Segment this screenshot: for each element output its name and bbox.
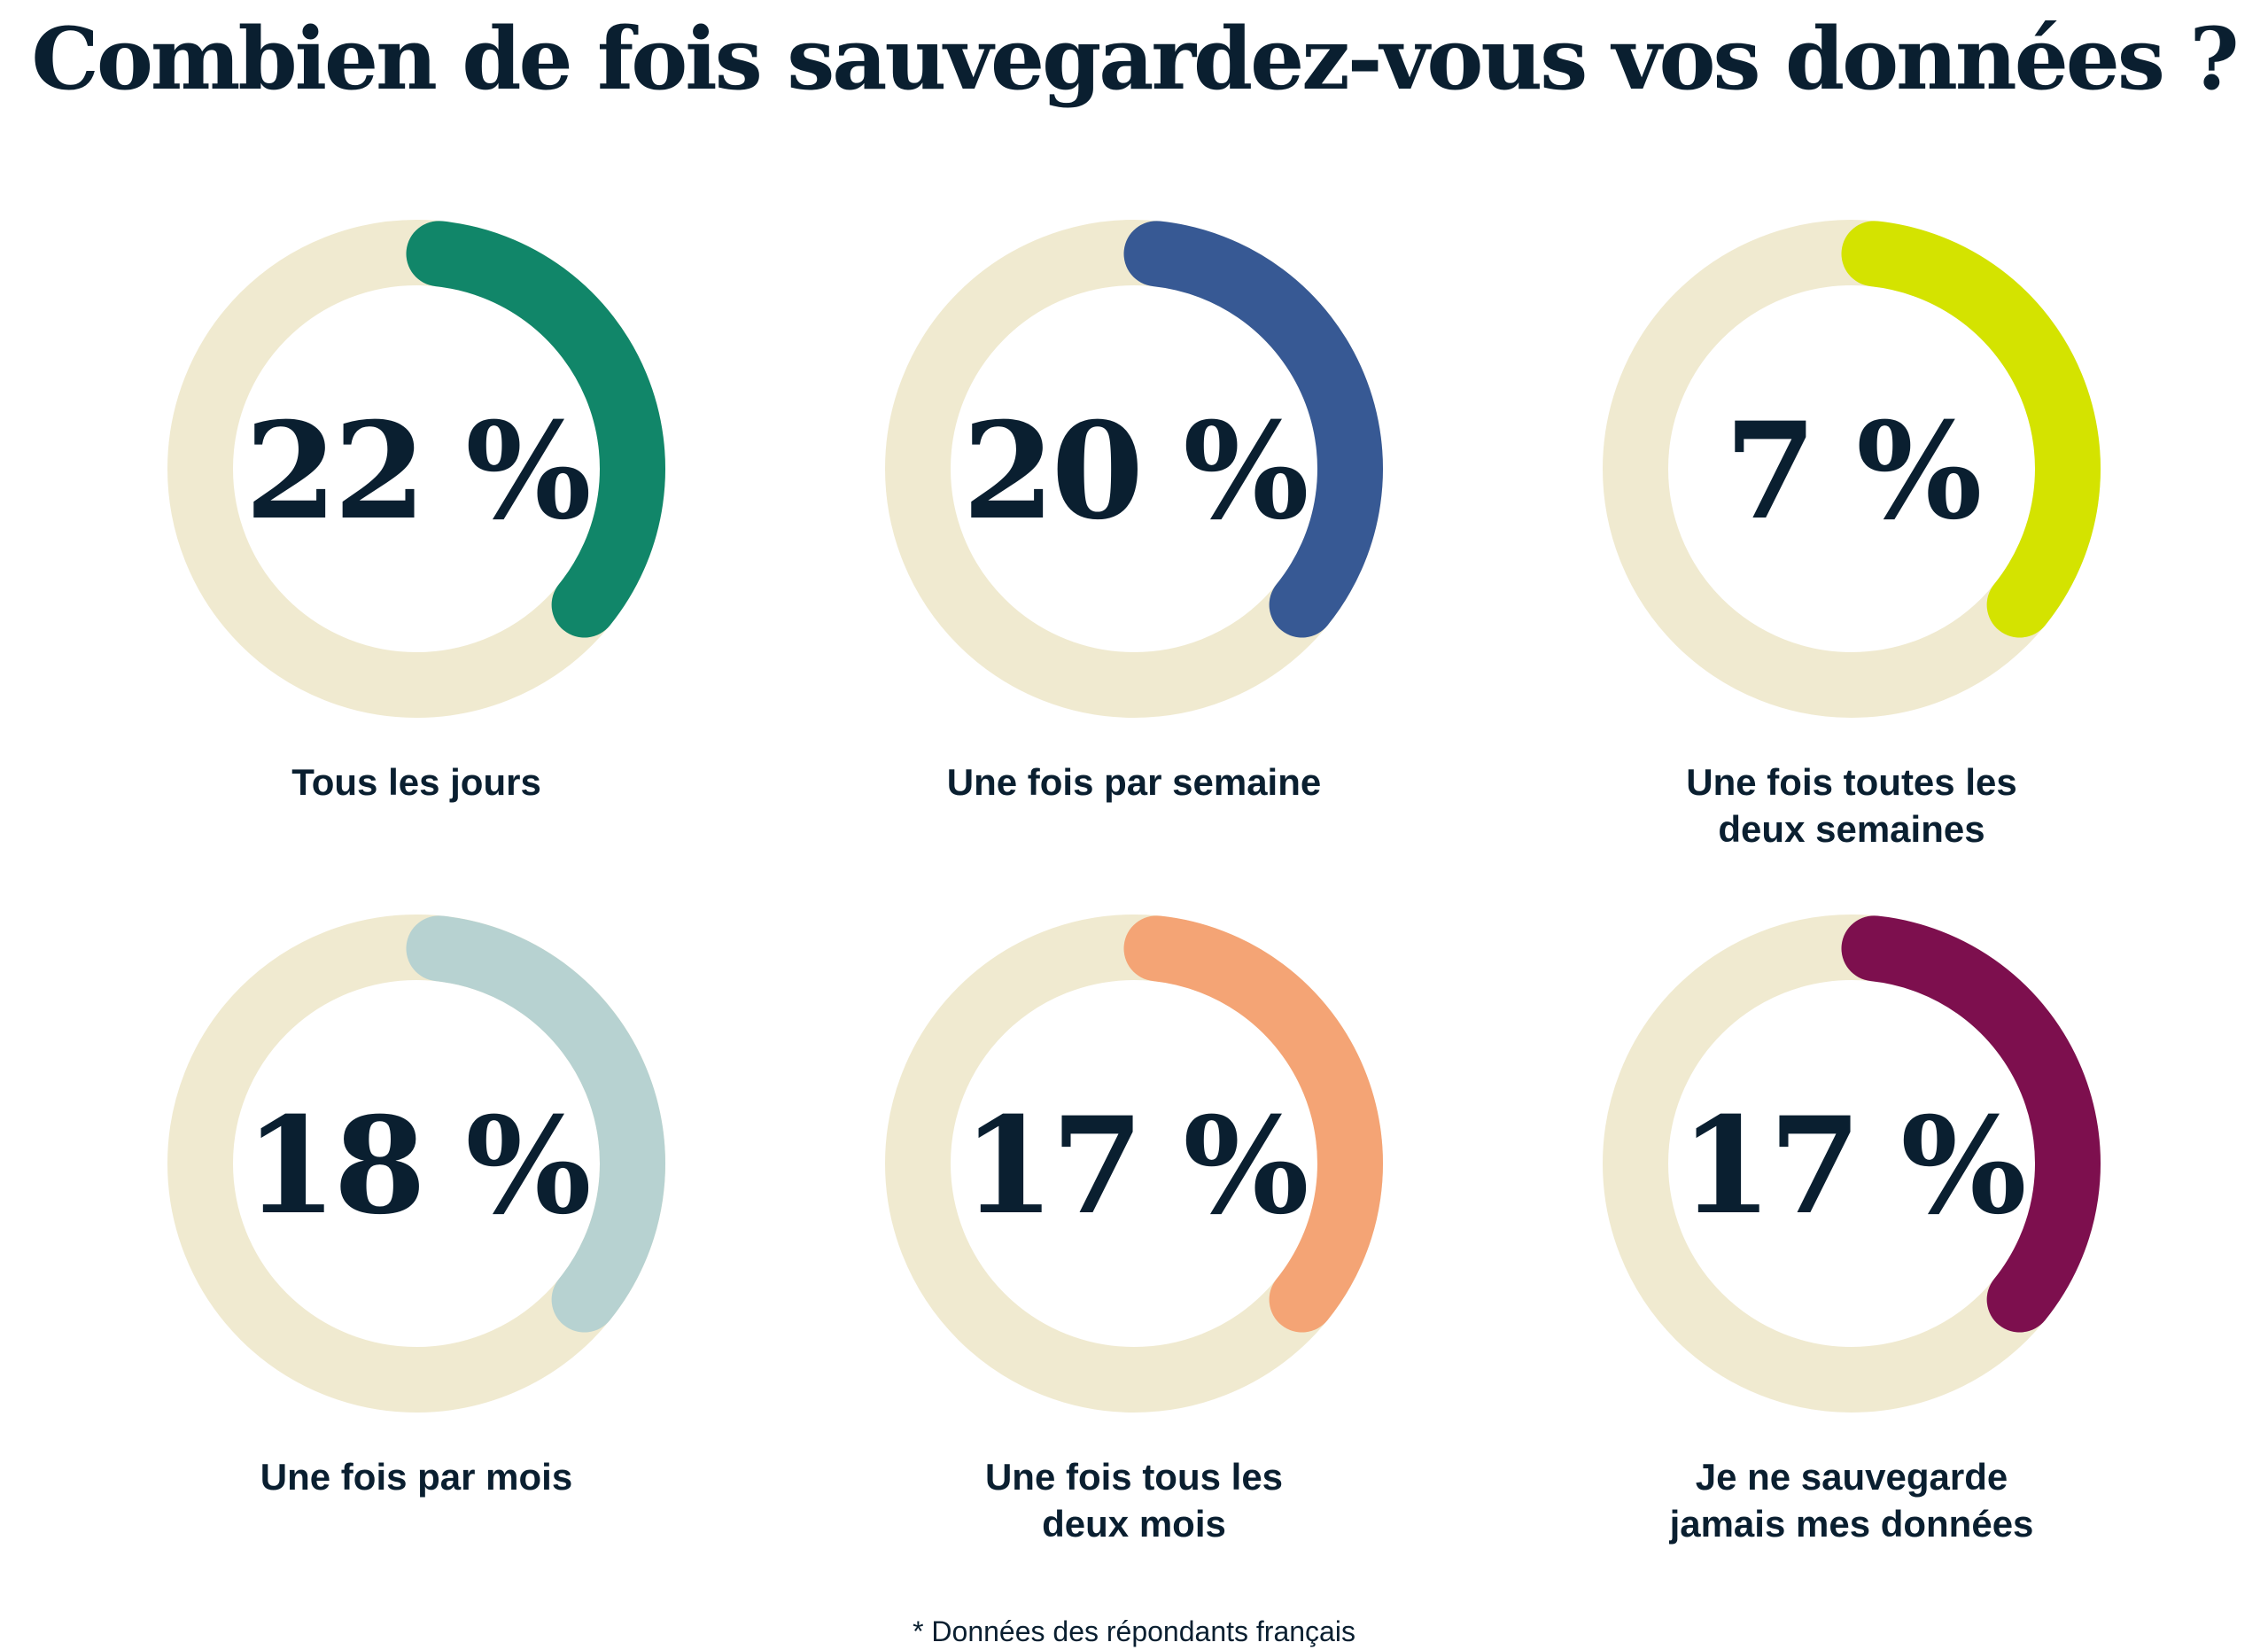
value-label: 22 % (245, 393, 588, 549)
category-label: jamais mes données (1669, 1503, 2034, 1545)
donut-2: 20 % Une fois par semaine (885, 220, 1383, 803)
category-label: Une fois par mois (260, 1456, 572, 1498)
category-label: Une fois par semaine (947, 761, 1321, 803)
value-label: 7 % (1724, 393, 1979, 549)
donut-arc (1841, 221, 2101, 638)
donut-5: 17 % Une fois tous les deux mois (885, 915, 1383, 1545)
category-label: deux mois (1042, 1503, 1226, 1545)
value-label: 17 % (962, 1088, 1306, 1244)
donut-arc (406, 915, 665, 1333)
category-label: Tous les jours (291, 761, 541, 803)
value-label: 18 % (245, 1088, 588, 1244)
donut-arc (406, 221, 665, 638)
footnote: * Données des répondants français (913, 1615, 1355, 1647)
value-label: 17 % (1680, 1088, 2023, 1244)
value-label: 20 % (962, 393, 1306, 549)
donut-arc (1841, 915, 2101, 1333)
donut-1: 22 % Tous les jours (167, 220, 665, 803)
category-label: deux semaines (1718, 808, 1984, 850)
donut-3: 7 % Une fois toutes les deux semaines (1603, 220, 2101, 850)
donut-arc (1123, 915, 1383, 1333)
donut-6: 17 % Je ne sauvegarde jamais mes données (1603, 915, 2101, 1545)
donut-4: 18 % Une fois par mois (167, 915, 665, 1498)
category-label: Je ne sauvegarde (1696, 1456, 2008, 1498)
chart-title: Combien de fois sauvegardez-vous vos don… (31, 9, 2236, 109)
category-label: Une fois toutes les (1686, 761, 2016, 803)
category-label: Une fois tous les (985, 1456, 1283, 1498)
donut-arc (1123, 221, 1383, 638)
